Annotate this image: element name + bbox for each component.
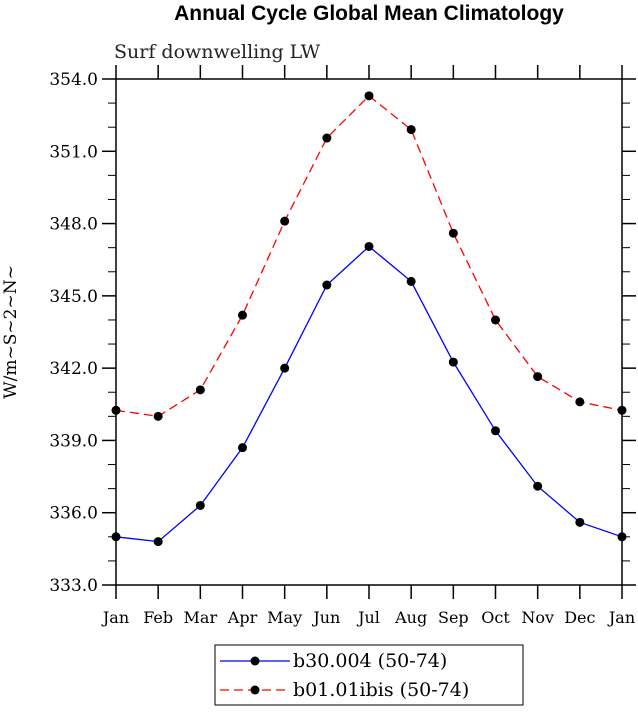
data-point-1 xyxy=(533,372,543,382)
x-tick-label: Jul xyxy=(356,608,380,627)
data-point-1 xyxy=(238,310,247,320)
data-point-0 xyxy=(280,363,290,373)
series-line-0 xyxy=(115,245,623,543)
plot-frame xyxy=(115,78,623,586)
x-tick-label: Dec xyxy=(564,608,595,627)
data-point-0 xyxy=(491,426,500,436)
x-tick-label: Nov xyxy=(521,608,554,627)
chart-subtitle: Surf downwelling LW xyxy=(114,41,321,63)
legend: b30.004 (50-74) b01.01ibis (50-74) xyxy=(214,644,524,706)
data-point-1 xyxy=(111,405,121,415)
legend-label-1: b01.01ibis (50-74) xyxy=(293,679,469,701)
x-tick-label: Apr xyxy=(227,608,258,627)
data-point-0 xyxy=(364,241,374,251)
x-tick-label: Jan xyxy=(607,608,635,627)
data-point-0 xyxy=(617,532,627,542)
data-point-0 xyxy=(406,276,416,286)
y-axis-label: W/m~S~2~N~ xyxy=(1,265,21,399)
data-point-0 xyxy=(111,532,121,542)
y-tick-label: 348.0 xyxy=(49,215,98,235)
y-tick-label: 342.0 xyxy=(49,359,98,379)
x-tick-label: Feb xyxy=(143,608,173,627)
x-tick-label: Sep xyxy=(438,608,469,627)
data-point-1 xyxy=(195,385,205,395)
data-point-0 xyxy=(575,517,585,527)
series-line-1 xyxy=(115,94,623,418)
y-tick-label: 339.0 xyxy=(49,431,98,451)
legend-label-0: b30.004 (50-74) xyxy=(293,650,447,672)
y-tick-label: 351.0 xyxy=(49,142,98,162)
legend-box xyxy=(214,644,524,706)
y-tick-label: 336.0 xyxy=(49,504,98,524)
y-tick-label: 354.0 xyxy=(49,70,98,90)
x-tick-label: Mar xyxy=(184,608,218,627)
data-point-1 xyxy=(491,315,500,325)
legend-marker-0 xyxy=(250,656,260,666)
chart-title: Annual Cycle Global Mean Climatology xyxy=(174,2,564,25)
data-point-1 xyxy=(322,133,332,143)
legend-marker-1 xyxy=(250,685,260,695)
x-tick-label: Aug xyxy=(394,608,427,627)
data-point-0 xyxy=(322,280,332,290)
data-point-1 xyxy=(575,397,585,407)
data-point-1 xyxy=(280,216,290,226)
x-tick-label: May xyxy=(267,608,302,627)
data-point-1 xyxy=(448,228,458,238)
data-point-0 xyxy=(533,481,543,491)
data-point-0 xyxy=(238,443,247,453)
data-point-1 xyxy=(364,91,374,101)
data-point-1 xyxy=(617,405,627,415)
data-point-0 xyxy=(153,537,163,547)
x-tick-label: Jan xyxy=(101,608,129,627)
data-point-0 xyxy=(195,500,205,510)
x-tick-label: Oct xyxy=(481,608,510,627)
y-tick-label: 333.0 xyxy=(49,576,98,596)
data-point-1 xyxy=(153,411,163,421)
data-point-1 xyxy=(406,125,416,135)
data-point-0 xyxy=(448,357,458,367)
x-tick-label: Jun xyxy=(311,608,340,627)
y-tick-label: 345.0 xyxy=(49,287,98,307)
